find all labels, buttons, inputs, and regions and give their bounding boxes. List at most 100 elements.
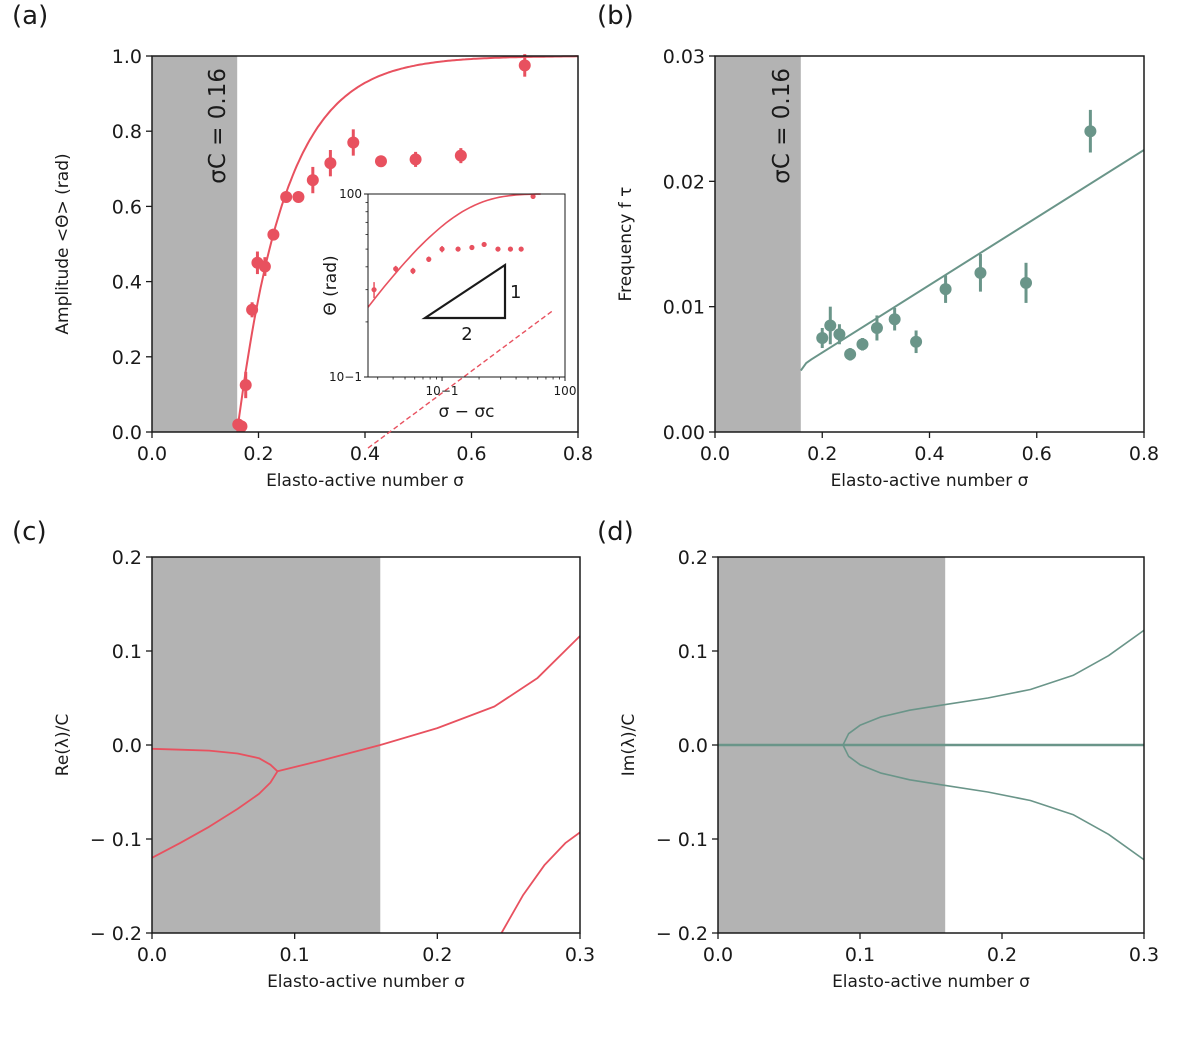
panel-a-y-tick-label: 1.0	[112, 46, 142, 68]
panel-a-inset: 10−1 100 10−1 100 2 1 σ − σc Θ (rad)	[321, 187, 576, 449]
inset-data-point	[455, 246, 461, 252]
panel-b-y-axis-label: Frequency f τ	[616, 187, 636, 302]
panel-d-branch-line	[842, 744, 1145, 861]
panel-b-axes: 0.0 0.2 0.4 0.6 0.8 0.00 0.01 0.02 0.03	[663, 46, 1159, 465]
panel-b: (b) σC = 0.16 0.0 0.2 0.4 0.6 0.8 0.00 0.01 0.0…	[597, 1, 1159, 491]
panel-a-data-point	[324, 157, 337, 170]
inset-data-point	[469, 244, 475, 251]
panel-c-y-tick-label: 0.2	[112, 547, 142, 569]
panel-a-data-point	[347, 136, 360, 149]
panel-a-x-tick-label: 0.6	[456, 443, 486, 465]
panel-d: (d) 0.0 0.1 0.2 0.3 − 0.2 − 0.1 0.0 0.1 0.2 Elas…	[597, 517, 1159, 992]
panel-a-sigma-c-annotation: σC = 0.16	[205, 68, 231, 184]
panel-a-y-tick-label: 0.6	[112, 196, 142, 218]
panel-d-eigenvalue-branches	[718, 629, 1145, 861]
panel-c-x-axis-label: Elasto-active number σ	[267, 972, 465, 992]
panel-a-y-tick-label: 0.8	[112, 121, 142, 143]
panel-b-y-tick-label: 0.01	[663, 297, 705, 319]
panel-b-x-tick-label: 0.6	[1022, 443, 1052, 465]
panel-c-branch-line	[151, 770, 279, 859]
panel-d-x-axis-label: Elasto-active number σ	[832, 972, 1030, 992]
panel-a-data-point	[454, 149, 467, 162]
panel-b-x-axis-label: Elasto-active number σ	[831, 471, 1029, 491]
inset-background	[368, 194, 565, 377]
panel-d-x-tick-label: 0.3	[1129, 944, 1159, 966]
panel-b-data-point	[1020, 276, 1033, 289]
panel-a: (a) σC = 0.16 0.0 0.2 0.4 0.6 0.80.00.20.40.…	[12, 1, 593, 491]
panel-b-theory-line	[799, 149, 1145, 372]
panel-d-y-tick-label: 0.2	[678, 547, 708, 569]
panel-a-data-point	[267, 228, 280, 241]
panel-a-theory-curve	[236, 55, 578, 433]
inset-data-point	[507, 246, 514, 252]
panel-c-y-axis-label: Re(λ)/C	[53, 714, 73, 776]
inset-dashed-reference-line	[367, 309, 554, 449]
panel-a-y-tick-label: 0.4	[112, 272, 142, 294]
panel-c: (c) 0.0 0.1 0.2 0.3 − 0.2 − 0.1 0.0 0.1 0.2 Elas…	[12, 517, 595, 992]
panel-a-x-tick-label: 0.0	[137, 443, 167, 465]
panel-b-x-tick-label: 0.0	[700, 443, 730, 465]
panel-c-y-tick-label: − 0.2	[90, 923, 142, 945]
panel-b-data-point	[856, 338, 869, 351]
panel-c-y-tick-label: 0.1	[112, 641, 142, 663]
panel-c-y-tick-label: 0.0	[112, 735, 142, 757]
panel-b-data-point	[816, 332, 829, 344]
panel-d-label: (d)	[597, 517, 634, 547]
inset-frame	[367, 193, 566, 378]
inset-x-tick-label: 10−1	[426, 384, 459, 398]
inset-slope-triangle-vertical-label: 1	[510, 282, 521, 303]
inset-data-point	[518, 246, 524, 252]
inset-data-point	[371, 287, 377, 293]
panel-c-x-tick-label: 0.3	[565, 944, 595, 966]
panel-d-x-tick-label: 0.0	[703, 944, 733, 966]
panel-a-theory-line	[236, 55, 578, 433]
inset-data-point	[481, 241, 487, 248]
panel-a-data-point	[306, 174, 319, 187]
panel-c-branch-line	[500, 831, 581, 934]
panel-a-data-point	[374, 155, 387, 168]
panel-a-data-point	[239, 379, 252, 391]
inset-y-tick-label: 10−1	[329, 370, 362, 384]
panel-c-y-tick-label: − 0.1	[90, 829, 142, 851]
inset-data-point	[426, 256, 432, 262]
inset-theory-line	[367, 193, 541, 308]
panel-b-data-point	[974, 266, 987, 279]
panel-b-data-point	[844, 348, 857, 361]
panel-c-branch-line	[151, 747, 279, 772]
panel-b-y-tick-label: 0.00	[663, 422, 705, 444]
panel-a-y-tick-label: 0.2	[112, 347, 142, 369]
panel-a-data-point	[246, 303, 259, 316]
inset-theory-curve	[367, 193, 541, 308]
panel-b-data-point	[870, 321, 883, 334]
panel-b-data-points	[816, 109, 1097, 361]
panel-a-data-points	[232, 54, 531, 433]
panel-a-y-axis-label: Amplitude <Θ> (rad)	[53, 153, 73, 334]
panel-d-x-tick-label: 0.2	[987, 944, 1017, 966]
panel-b-x-tick-label: 0.2	[807, 443, 837, 465]
panel-a-data-point	[280, 191, 293, 203]
panel-b-x-tick-label: 0.4	[914, 443, 944, 465]
panel-c-x-tick-label: 0.1	[280, 944, 310, 966]
panel-a-x-tick-label: 0.2	[243, 443, 273, 465]
panel-a-axes: 0.0 0.2 0.4 0.6 0.8 0.0 0.2 0.4 0.6 0.8 1.0	[112, 46, 593, 465]
panel-a-data-point	[409, 153, 422, 166]
panel-a-data-point	[292, 191, 305, 203]
panel-d-y-tick-label: 0.0	[678, 735, 708, 757]
panel-c-eigenvalue-branches	[151, 635, 581, 934]
panel-d-x-tick-label: 0.1	[845, 944, 875, 966]
panel-d-y-tick-label: 0.1	[678, 641, 708, 663]
panel-b-y-tick-label: 0.03	[663, 46, 705, 68]
panel-b-data-point	[939, 283, 952, 296]
panel-b-data-point	[888, 313, 901, 326]
panel-b-label: (b)	[597, 1, 634, 31]
panel-a-x-tick-label: 0.4	[350, 443, 380, 465]
panel-b-sigma-c-annotation: σC = 0.16	[769, 68, 795, 184]
inset-data-point	[393, 266, 399, 272]
inset-data-point	[439, 246, 445, 252]
panel-c-shaded-region	[152, 557, 381, 933]
inset-data-point	[495, 246, 501, 252]
panel-a-shaded-region	[152, 56, 238, 432]
inset-data-points	[371, 193, 536, 299]
panel-b-x-tick-label: 0.8	[1129, 443, 1159, 465]
